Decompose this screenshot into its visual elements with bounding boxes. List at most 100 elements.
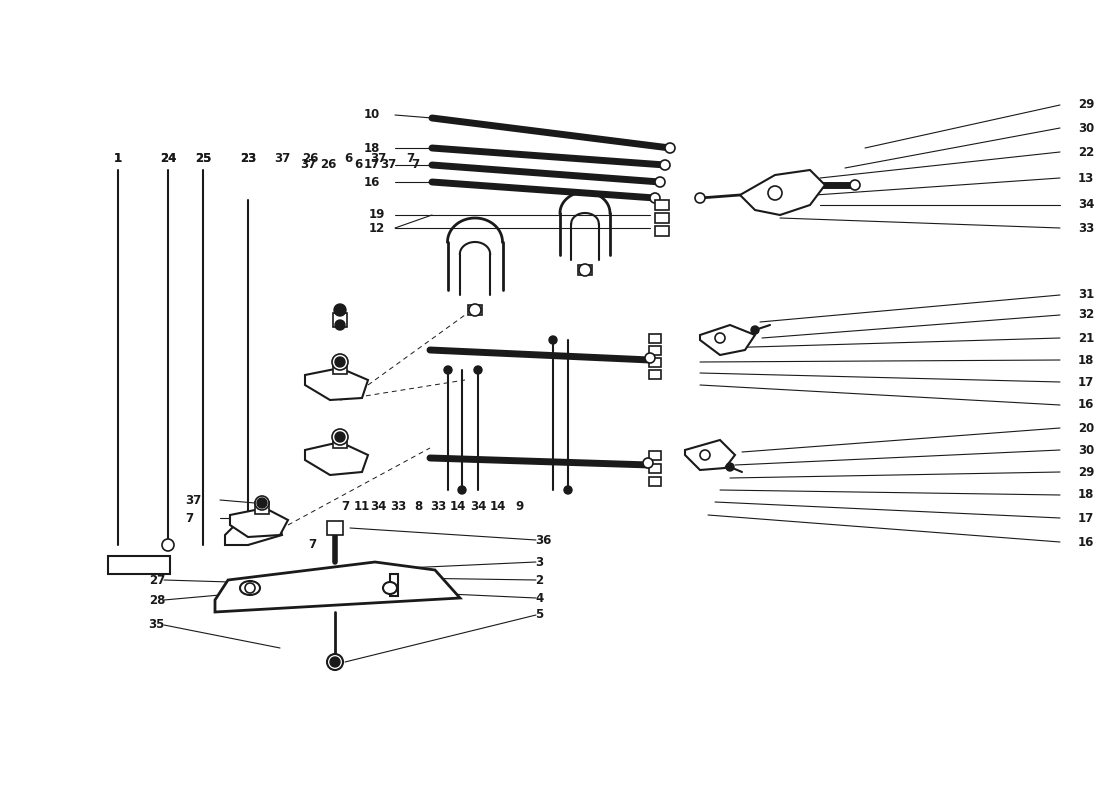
Text: 37: 37 <box>379 158 396 171</box>
Bar <box>649 334 661 342</box>
Text: 34: 34 <box>470 501 486 514</box>
Text: 35: 35 <box>148 618 165 631</box>
Circle shape <box>666 143 675 153</box>
Ellipse shape <box>240 581 260 595</box>
Text: 6: 6 <box>354 158 362 171</box>
Text: 7: 7 <box>411 158 419 171</box>
Text: 33: 33 <box>430 501 447 514</box>
Text: 30: 30 <box>1078 122 1094 134</box>
Text: 17: 17 <box>1078 511 1094 525</box>
Text: 37: 37 <box>274 151 290 165</box>
Bar <box>649 370 661 378</box>
Text: 19: 19 <box>368 209 385 222</box>
Circle shape <box>650 193 660 203</box>
Circle shape <box>162 539 174 551</box>
Polygon shape <box>226 518 282 545</box>
Text: 33: 33 <box>1078 222 1094 234</box>
Polygon shape <box>214 562 460 612</box>
Text: 12: 12 <box>368 222 385 234</box>
Text: 23: 23 <box>240 151 256 165</box>
Circle shape <box>336 320 345 330</box>
Polygon shape <box>230 508 288 537</box>
Text: 18: 18 <box>1078 489 1094 502</box>
Text: 29: 29 <box>1078 466 1094 478</box>
Polygon shape <box>700 325 755 355</box>
Text: 16: 16 <box>1078 398 1094 411</box>
Circle shape <box>654 177 666 187</box>
Circle shape <box>474 366 482 374</box>
Text: 24: 24 <box>160 151 176 165</box>
Circle shape <box>564 486 572 494</box>
Text: 20: 20 <box>1078 422 1094 434</box>
Circle shape <box>330 657 340 667</box>
Circle shape <box>751 326 759 334</box>
Circle shape <box>549 336 557 344</box>
Text: 27: 27 <box>148 574 165 586</box>
Bar <box>578 265 592 275</box>
Text: 16: 16 <box>364 175 380 189</box>
Circle shape <box>715 333 725 343</box>
Circle shape <box>726 463 734 471</box>
Text: 24: 24 <box>160 151 176 165</box>
Bar <box>649 463 661 473</box>
Bar <box>649 450 661 459</box>
Text: 16: 16 <box>1078 535 1094 549</box>
Circle shape <box>245 583 255 593</box>
Text: 33: 33 <box>389 501 406 514</box>
Circle shape <box>336 357 345 367</box>
Polygon shape <box>305 442 369 475</box>
Bar <box>649 358 661 366</box>
Polygon shape <box>685 440 735 470</box>
Bar <box>468 305 482 315</box>
Bar <box>654 200 669 210</box>
Text: 26: 26 <box>320 158 337 171</box>
Circle shape <box>257 498 267 508</box>
Bar <box>327 521 343 535</box>
Ellipse shape <box>383 582 397 594</box>
Text: 30: 30 <box>1078 443 1094 457</box>
Circle shape <box>332 354 348 370</box>
Text: 29: 29 <box>1078 98 1094 111</box>
Text: 36: 36 <box>535 534 551 546</box>
Text: 2: 2 <box>535 574 543 586</box>
Circle shape <box>700 450 710 460</box>
Bar <box>654 213 669 223</box>
Text: 9: 9 <box>516 501 524 514</box>
Text: 5: 5 <box>535 609 543 622</box>
Circle shape <box>660 160 670 170</box>
Circle shape <box>469 304 481 316</box>
Text: 6: 6 <box>344 151 352 165</box>
Text: 34: 34 <box>370 501 386 514</box>
Circle shape <box>444 366 452 374</box>
Bar <box>333 313 346 327</box>
Text: 18: 18 <box>1078 354 1094 366</box>
Text: 14: 14 <box>490 501 506 514</box>
Text: 10: 10 <box>364 109 380 122</box>
Text: 7: 7 <box>185 511 194 525</box>
Text: 7: 7 <box>406 151 414 165</box>
Text: 23: 23 <box>240 151 256 165</box>
Ellipse shape <box>327 654 343 670</box>
Text: 7: 7 <box>341 501 349 514</box>
Text: 4: 4 <box>535 591 543 605</box>
Circle shape <box>332 429 348 445</box>
Text: 21: 21 <box>1078 331 1094 345</box>
Text: 34: 34 <box>1078 198 1094 211</box>
Text: 37: 37 <box>370 151 386 165</box>
Bar <box>333 436 346 448</box>
Circle shape <box>768 186 782 200</box>
Text: 17: 17 <box>364 158 380 171</box>
Text: 37: 37 <box>185 494 201 506</box>
Circle shape <box>644 458 653 468</box>
Bar <box>255 502 270 514</box>
Text: 8: 8 <box>414 501 422 514</box>
Circle shape <box>645 353 654 363</box>
Text: 11: 11 <box>354 501 370 514</box>
Text: 1: 1 <box>114 151 122 165</box>
Polygon shape <box>740 170 825 215</box>
Polygon shape <box>305 368 369 400</box>
Bar <box>390 574 398 596</box>
Text: 14: 14 <box>450 501 466 514</box>
Text: 28: 28 <box>148 594 165 606</box>
Text: 17: 17 <box>1078 375 1094 389</box>
